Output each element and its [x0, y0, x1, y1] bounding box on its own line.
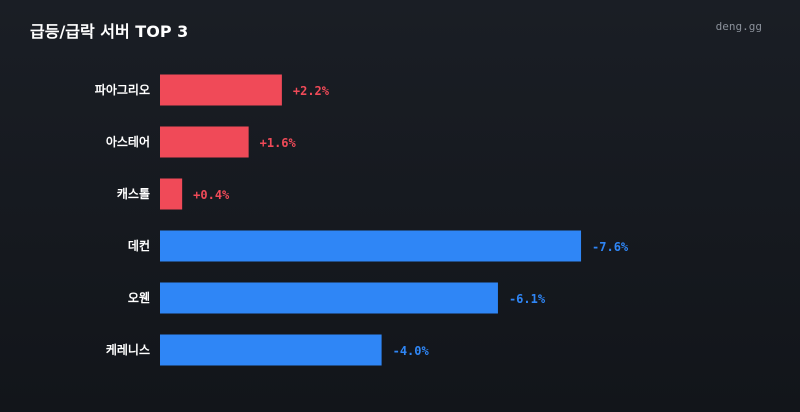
category-label: 오웬 — [128, 291, 150, 305]
bar — [160, 230, 582, 262]
category-label: 파아그리오 — [95, 82, 150, 97]
value-label: -6.1% — [509, 292, 546, 306]
bar — [160, 282, 498, 314]
category-label: 데컨 — [128, 238, 150, 253]
value-label: -7.6% — [592, 240, 629, 254]
value-label: -4.0% — [393, 344, 430, 358]
chart-title: 급등/급락 서버 TOP 3 — [30, 22, 189, 41]
bar — [160, 126, 249, 158]
category-label: 캐스톨 — [117, 187, 150, 201]
value-label: +0.4% — [193, 188, 230, 202]
bar — [160, 178, 183, 210]
category-label: 아스테어 — [106, 134, 150, 149]
value-label: +2.2% — [293, 84, 330, 98]
value-label: +1.6% — [260, 136, 297, 150]
category-label: 케레니스 — [106, 342, 150, 357]
bar — [160, 74, 282, 106]
brand-watermark: deng.gg — [715, 20, 762, 33]
bar — [160, 334, 382, 366]
